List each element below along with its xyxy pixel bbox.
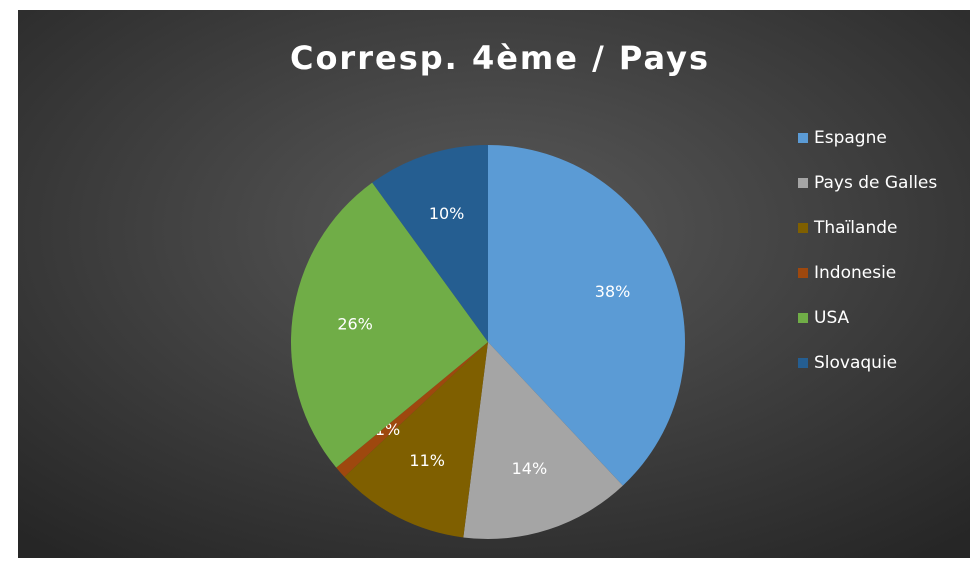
- legend-label: USA: [814, 308, 850, 328]
- pie-slice: [488, 145, 685, 486]
- data-label: 26%: [337, 315, 373, 334]
- legend-label: Pays de Galles: [814, 173, 937, 193]
- legend-label: Thaïlande: [813, 218, 897, 238]
- legend-swatch: [798, 133, 808, 143]
- pie-slice: [463, 342, 623, 539]
- legend-swatch: [798, 178, 808, 188]
- legend-label: Slovaquie: [814, 353, 897, 373]
- pie-slice: [372, 145, 488, 342]
- pie-slice: [290, 182, 488, 468]
- chart-title: Corresp. 4ème / Pays: [290, 39, 710, 77]
- data-label: 14%: [512, 459, 548, 478]
- legend-label: Espagne: [814, 128, 887, 148]
- legend-swatch: [798, 313, 808, 323]
- data-label: 38%: [595, 282, 631, 301]
- pie-slice: [344, 342, 488, 538]
- legend-swatch: [798, 358, 808, 368]
- legend-label: Indonesie: [814, 263, 896, 283]
- pie-slice: [336, 342, 488, 477]
- data-label: 11%: [409, 451, 445, 470]
- legend-swatch: [798, 268, 808, 278]
- data-label: 10%: [429, 204, 465, 223]
- legend-swatch: [798, 223, 808, 233]
